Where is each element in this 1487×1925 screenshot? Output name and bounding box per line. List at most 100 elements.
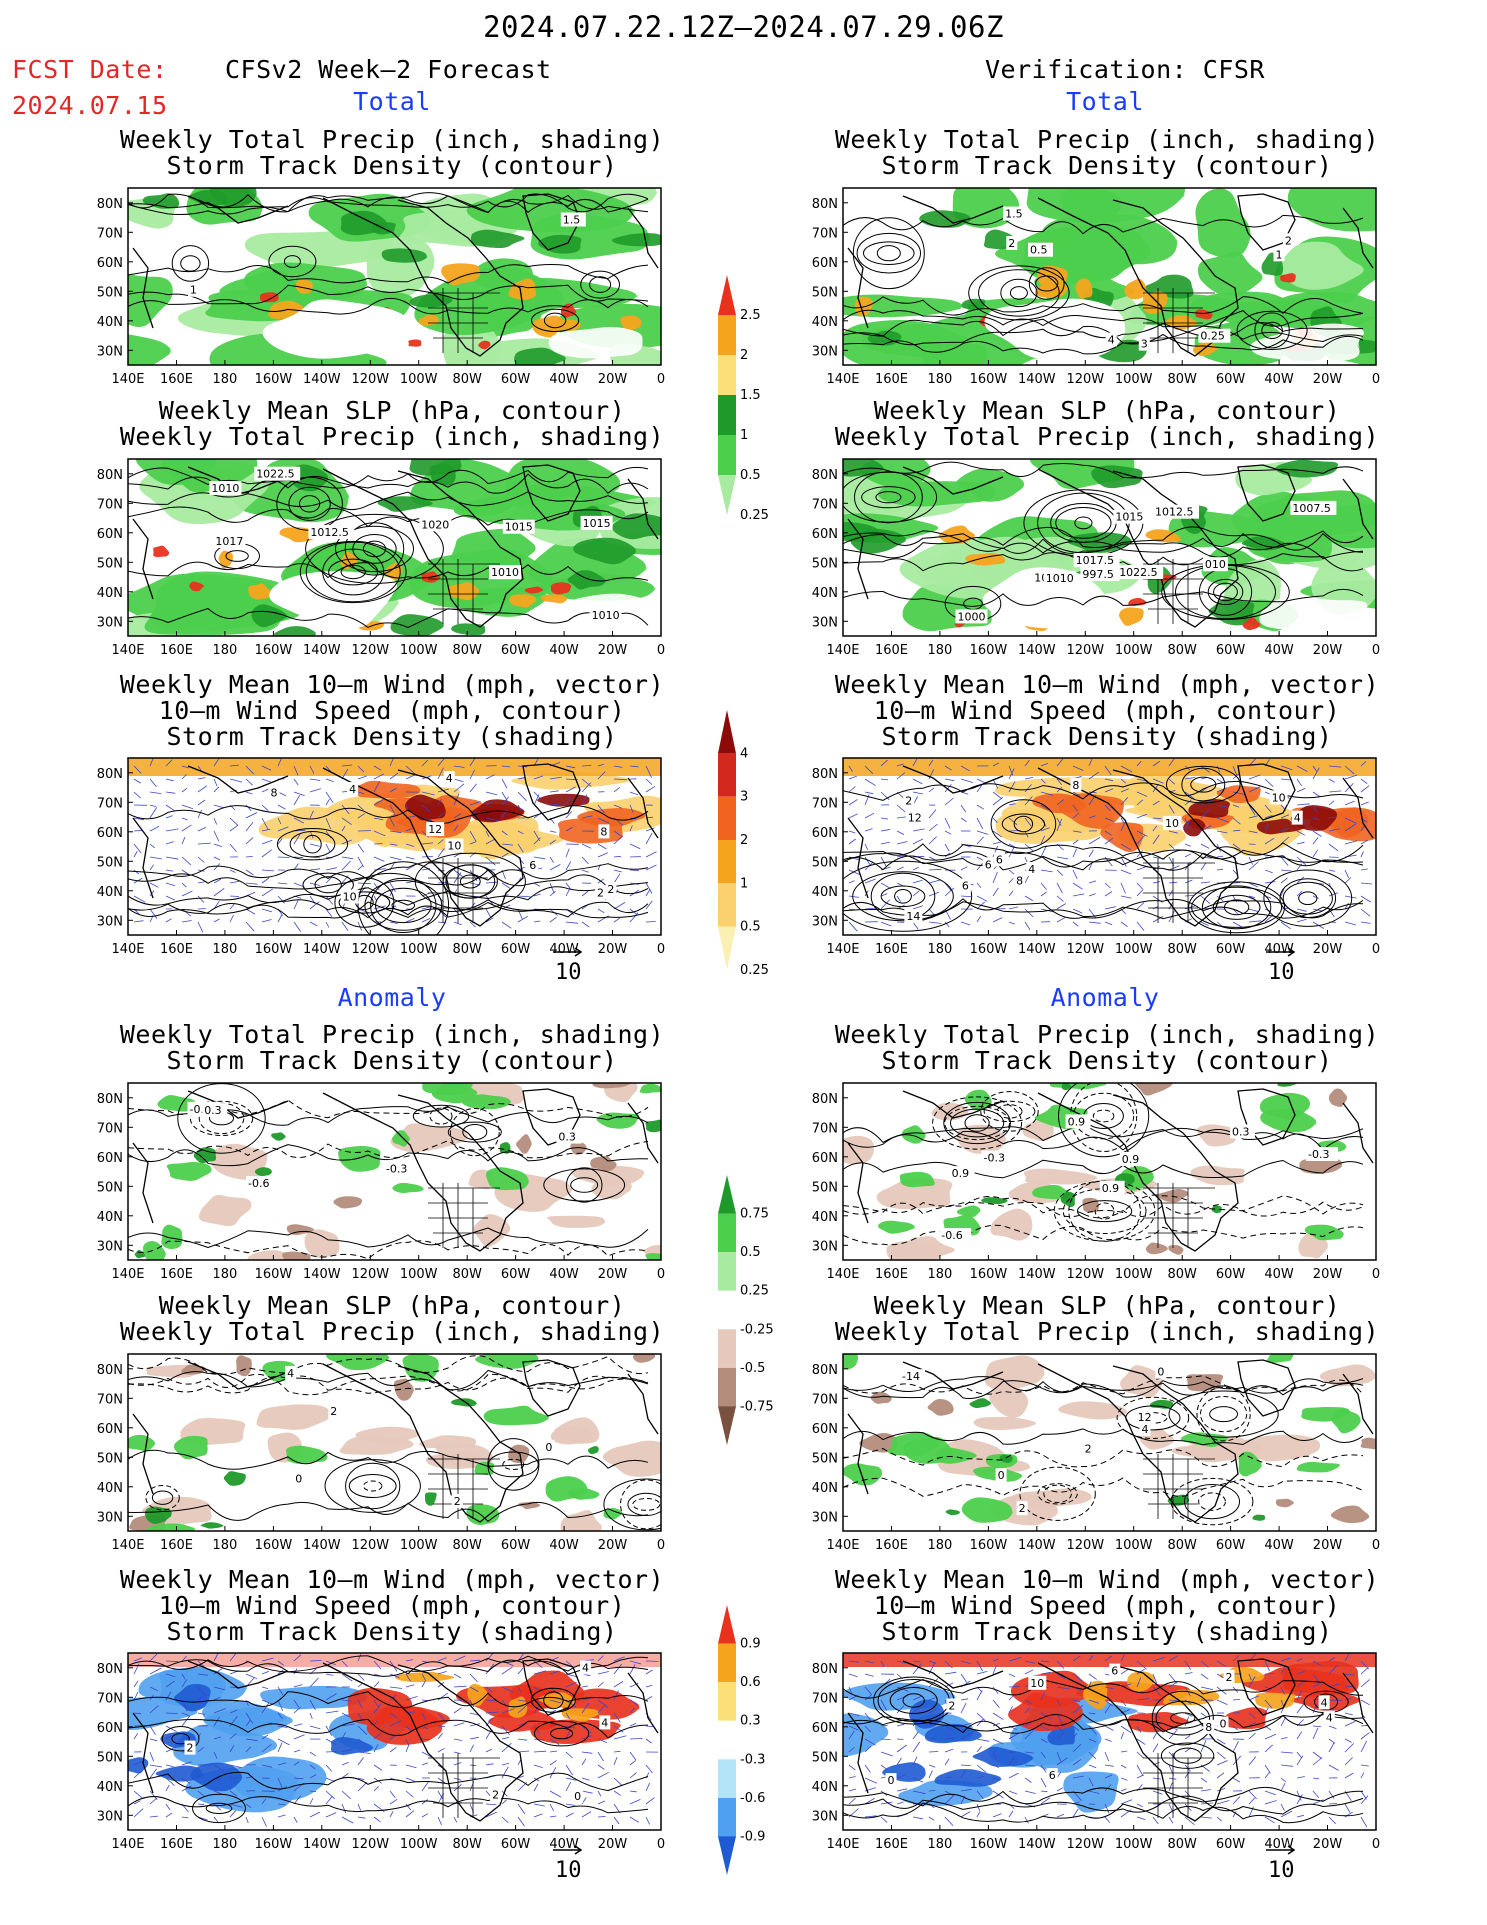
contour-label-bg xyxy=(246,1176,278,1191)
wind-vector xyxy=(864,828,873,832)
lon-label: 40W xyxy=(549,1267,579,1282)
contour-label-bg xyxy=(1043,570,1076,585)
contour-label: 0 xyxy=(998,1469,1005,1482)
contour-line xyxy=(876,245,901,262)
wind-vector xyxy=(485,830,490,837)
section-total-left: Total xyxy=(353,87,431,116)
wind-vector xyxy=(261,919,272,923)
shading-region xyxy=(545,1476,589,1502)
wind-vector xyxy=(277,856,290,858)
wind-vector xyxy=(992,1658,999,1662)
contour-label-bg xyxy=(184,1740,196,1755)
wind-vector xyxy=(565,1764,573,1776)
wind-vector xyxy=(261,869,274,872)
wind-vector xyxy=(1280,765,1293,771)
wind-vector xyxy=(389,843,398,846)
contour-line xyxy=(1138,1412,1168,1424)
wind-vector xyxy=(645,765,652,778)
wind-vector xyxy=(928,809,937,819)
wind-vector xyxy=(213,1668,223,1675)
shading-region xyxy=(554,1417,600,1444)
shading-region xyxy=(560,1510,604,1531)
lon-label: 160W xyxy=(970,643,1008,658)
lon-label: 120W xyxy=(1066,1837,1104,1852)
shading-region xyxy=(274,626,318,636)
contour-line xyxy=(288,486,331,521)
wind-vector xyxy=(197,1732,201,1740)
wind-vector xyxy=(1040,1790,1048,1793)
lat-label: 50N xyxy=(97,1180,123,1195)
wind-vector xyxy=(261,839,273,845)
wind-vector xyxy=(645,888,651,897)
wind-vector xyxy=(1136,889,1144,897)
wind-vector xyxy=(1344,800,1355,806)
wind-vector xyxy=(1248,882,1258,888)
wind-vector xyxy=(944,887,955,897)
lat-label: 50N xyxy=(812,855,838,870)
contour-label-bg xyxy=(905,810,924,825)
wind-vector xyxy=(533,1704,540,1714)
wind-vector xyxy=(293,817,305,824)
wind-vector xyxy=(261,778,272,783)
contour-line xyxy=(1074,516,1093,530)
wind-vector xyxy=(1056,799,1064,806)
wind-vector xyxy=(864,1694,872,1701)
contour-label: 1022.5 xyxy=(256,468,295,481)
wind-vector xyxy=(149,1738,158,1742)
shading-region xyxy=(620,315,642,332)
lon-label: 60W xyxy=(1216,643,1246,658)
wind-vector xyxy=(848,1686,853,1695)
colorbar-cap xyxy=(718,710,736,754)
shading-region xyxy=(1330,1505,1371,1524)
wind-vector xyxy=(928,1719,941,1727)
coastline xyxy=(1342,1672,1374,1734)
shading-region xyxy=(935,1447,979,1464)
shading-region xyxy=(1252,1514,1266,1521)
wind-vector xyxy=(864,1686,873,1695)
coastline xyxy=(1237,1088,1296,1146)
wind-vector xyxy=(517,1704,528,1714)
colorbar-label: 0.6 xyxy=(740,1675,761,1690)
contour-label-bg xyxy=(1138,336,1150,351)
lat-label: 50N xyxy=(812,1750,838,1765)
wind-vector xyxy=(421,1712,427,1721)
wind-vector xyxy=(912,1756,918,1766)
wind-vector xyxy=(1104,906,1116,910)
lon-label: 140E xyxy=(826,1837,859,1852)
wind-vector xyxy=(1296,1690,1302,1701)
wind-vector xyxy=(293,1749,301,1753)
wind-vector xyxy=(1280,869,1292,872)
wind-vector xyxy=(357,1781,368,1792)
wind-vector xyxy=(1248,856,1253,865)
coastline xyxy=(187,1090,289,1119)
wind-vector xyxy=(229,1733,237,1740)
contour-label: 12 xyxy=(428,823,442,836)
contour-label: 0.9 xyxy=(1102,1182,1120,1195)
coastline xyxy=(322,197,524,357)
wind-vector xyxy=(976,1671,988,1675)
wind-vector xyxy=(1216,1699,1228,1705)
wind-vector xyxy=(469,758,476,767)
wind-vector xyxy=(613,1750,621,1753)
shading-region xyxy=(470,229,528,249)
contour-label: 1012.5 xyxy=(310,526,349,539)
lon-label: 160W xyxy=(255,1538,293,1553)
contour-line xyxy=(225,550,249,562)
lat-label: 50N xyxy=(97,1750,123,1765)
lon-label: 0 xyxy=(1372,643,1380,658)
wind-vector xyxy=(928,1751,939,1753)
contour-label-bg xyxy=(1217,1716,1229,1731)
wind-vector xyxy=(1184,817,1189,825)
contour-line xyxy=(128,861,649,881)
colorbar-label: -0.6 xyxy=(740,1791,765,1806)
wind-vector xyxy=(1360,1740,1368,1753)
wind-vector xyxy=(1088,1681,1092,1688)
wind-vector xyxy=(341,1790,351,1800)
wind-vector xyxy=(613,1712,621,1723)
wind-vector xyxy=(597,908,605,914)
lon-label: 60W xyxy=(501,942,531,957)
wind-vector xyxy=(181,817,188,821)
wind-vector xyxy=(944,1748,954,1753)
wind-vector xyxy=(1344,1803,1351,1813)
wind-vector xyxy=(1088,815,1096,819)
